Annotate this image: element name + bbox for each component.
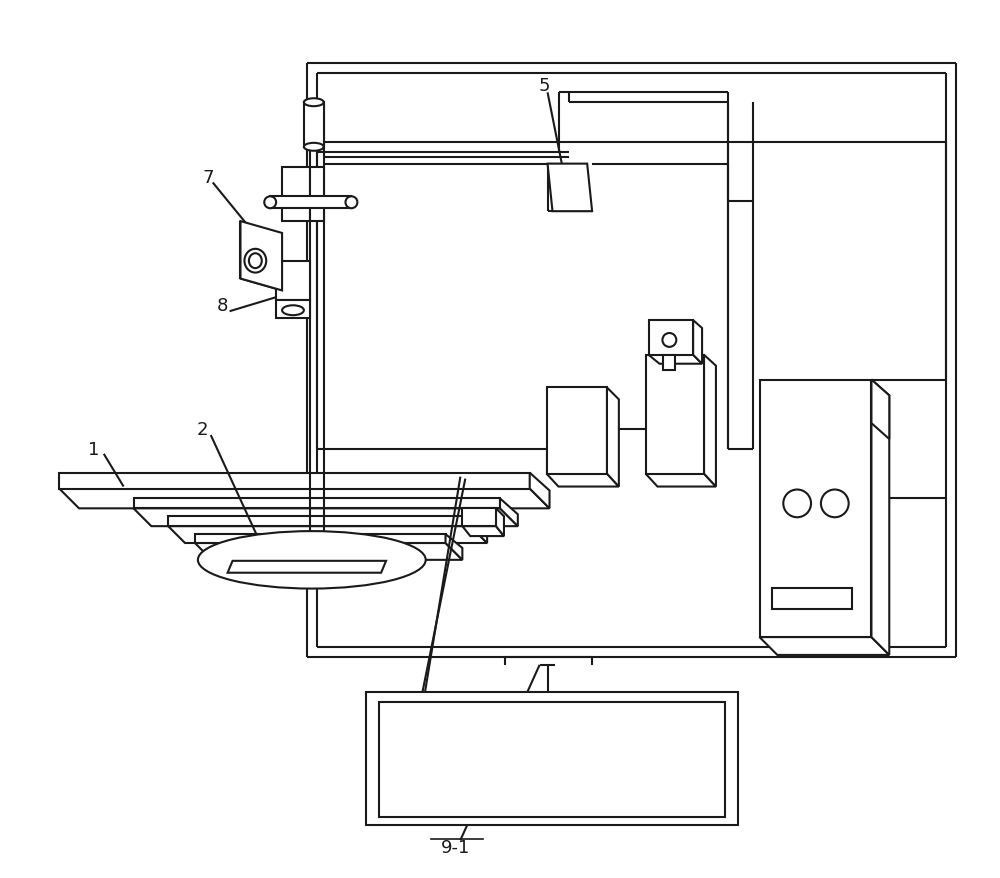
Polygon shape [270,197,351,209]
Polygon shape [470,516,487,543]
Polygon shape [496,508,504,536]
Circle shape [821,490,849,518]
Ellipse shape [264,197,276,209]
Polygon shape [646,356,704,474]
Polygon shape [446,535,462,560]
Text: 3: 3 [410,723,422,740]
Polygon shape [282,168,310,222]
Ellipse shape [282,306,304,316]
Polygon shape [663,356,675,371]
Polygon shape [59,473,530,489]
Text: 2: 2 [197,421,209,439]
Polygon shape [462,527,504,536]
Polygon shape [760,637,889,655]
Ellipse shape [304,99,324,107]
Polygon shape [548,164,592,212]
Text: 9: 9 [476,807,488,824]
Polygon shape [240,222,282,291]
Polygon shape [649,356,702,364]
Ellipse shape [249,254,262,269]
Polygon shape [871,380,889,440]
Polygon shape [646,474,716,487]
Circle shape [783,490,811,518]
Polygon shape [760,380,871,637]
Polygon shape [871,380,889,655]
Text: 8: 8 [217,297,228,315]
Ellipse shape [198,531,426,589]
Polygon shape [276,301,310,319]
Text: 4: 4 [410,745,422,763]
Ellipse shape [345,197,357,209]
Text: 7: 7 [202,169,214,186]
Polygon shape [228,561,386,573]
Polygon shape [195,535,446,543]
Polygon shape [607,388,619,487]
Polygon shape [304,103,324,148]
Polygon shape [379,702,725,817]
Polygon shape [168,516,470,527]
Ellipse shape [244,249,266,273]
Polygon shape [704,356,716,487]
Polygon shape [530,473,550,508]
Polygon shape [500,499,518,527]
Polygon shape [693,320,702,364]
Polygon shape [547,388,607,474]
Polygon shape [772,588,852,609]
Polygon shape [462,508,496,527]
Polygon shape [59,489,550,508]
Polygon shape [195,543,462,560]
Polygon shape [649,320,693,356]
Polygon shape [366,692,738,825]
Polygon shape [134,508,518,527]
Ellipse shape [662,334,676,348]
Polygon shape [134,499,500,508]
Polygon shape [168,527,487,543]
Text: 5: 5 [539,77,550,96]
Text: 1: 1 [88,441,100,458]
Polygon shape [547,474,619,487]
Text: 6: 6 [645,434,656,451]
Text: 9-1: 9-1 [441,838,470,856]
Polygon shape [276,262,310,301]
Ellipse shape [304,144,324,152]
Polygon shape [310,168,324,222]
